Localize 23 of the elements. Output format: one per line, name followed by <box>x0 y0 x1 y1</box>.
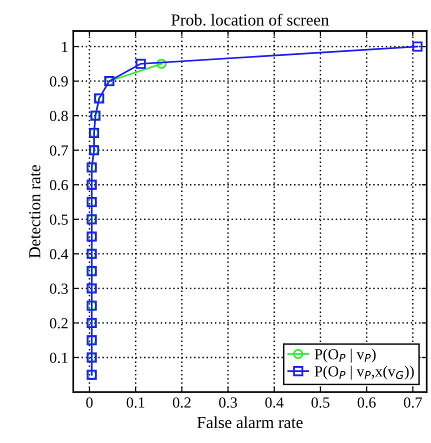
x-tick-label: 0.2 <box>172 397 191 408</box>
x-tick-label: 0.6 <box>358 397 376 408</box>
y-tick-label: 0.8 <box>50 110 68 122</box>
x-tick-label: 0.3 <box>219 397 237 408</box>
x-tick-label: 0.4 <box>265 397 284 408</box>
y-tick-label: 0.9 <box>50 76 68 87</box>
x-tick-label: 0.7 <box>404 397 422 408</box>
legend-label: P(O$_{P}$ | v$_{P}$,x(v$_{G}$)) <box>314 366 414 380</box>
y-tick-label: 1 <box>62 42 68 52</box>
x-axis-title: False alarm rate <box>197 416 303 428</box>
x-tick-label: 0 <box>86 397 93 408</box>
x-tick-label: 0.5 <box>311 397 330 408</box>
y-tick-label: 0.6 <box>50 180 68 190</box>
y-tick-label: 0.1 <box>50 352 68 364</box>
y-tick-label: 0.4 <box>50 248 68 260</box>
legend-label: P(O$_{P}$ | v$_{P}$) <box>314 348 376 363</box>
y-tick-label: 0.2 <box>50 318 68 328</box>
y-tick-label: 0.3 <box>50 284 68 294</box>
y-tick-label: 0.7 <box>50 145 68 156</box>
chart-title: Prob. location of screen <box>171 14 329 26</box>
x-tick-label: 0.1 <box>126 397 144 408</box>
y-tick-label: 0.5 <box>50 214 68 225</box>
y-axis-title: Detection rate <box>29 165 40 258</box>
